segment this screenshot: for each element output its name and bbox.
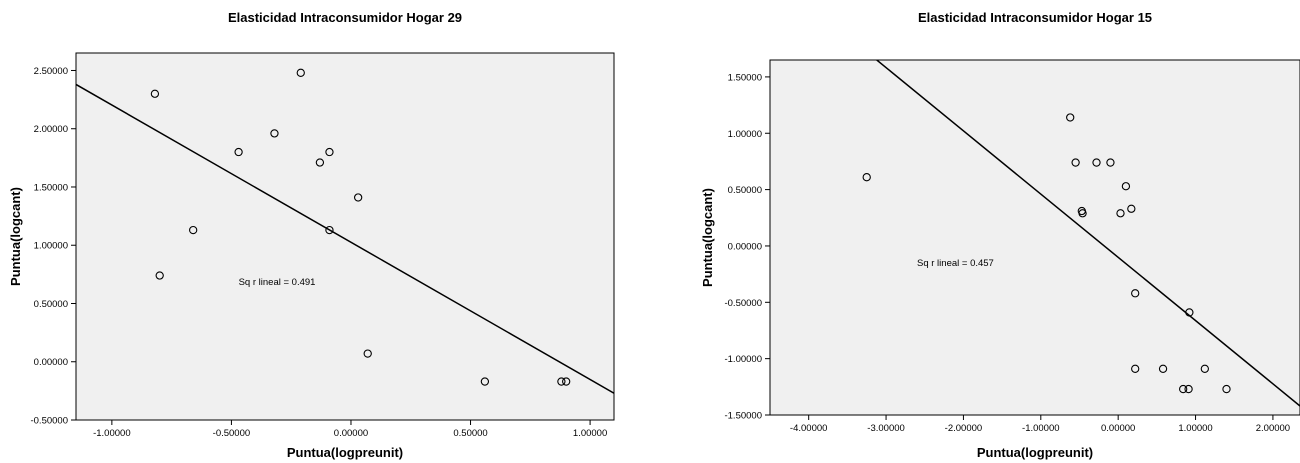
data-point [354,193,363,202]
x-tick-label: -1.00000 [93,428,131,439]
data-point [1179,384,1188,394]
plot-area [75,52,615,421]
y-tick-label: 0.50000 [728,185,762,196]
x-tick-label: 0.00000 [334,428,368,439]
x-tick-label: 1.00000 [573,428,607,439]
data-point [296,68,305,77]
x-tick-label: -4.00000 [790,423,828,434]
y-tick-label: 1.00000 [728,129,762,140]
data-point [325,147,334,157]
data-point [562,377,571,386]
chart-2: Elasticidad Intraconsumidor Hogar 15 -4.0… [700,10,1300,460]
data-point [325,225,334,235]
x-tick-label: -2.00000 [945,423,983,434]
x-tick-label: -1.00000 [1022,423,1060,434]
data-point [1078,209,1087,218]
r-squared-annotation: Sq r lineal = 0.457 [917,258,994,269]
data-point [557,377,566,386]
data-point [155,271,164,280]
x-tick-label: 1.00000 [1178,423,1212,434]
chart-title: Elasticidad Intraconsumidor Hogar 29 [228,10,462,25]
y-tick-label: 1.00000 [34,241,68,252]
data-point [234,147,243,157]
y-axis-label: Puntua(logcant) [8,187,23,286]
data-point [1200,364,1209,373]
data-point [1184,384,1193,394]
data-point [1116,209,1125,218]
y-tick-label: -0.50000 [724,298,762,309]
y-tick-label: 0.00000 [34,357,68,368]
y-tick-label: -1.00000 [724,354,762,365]
x-tick-label: 0.00000 [1101,423,1135,434]
data-point [1121,182,1131,191]
data-point [1066,113,1075,122]
y-tick-label: -1.50000 [724,411,762,422]
x-axis-label: Puntua(logpreunit) [287,445,403,460]
data-point [1222,384,1231,394]
data-point [1131,289,1140,298]
y-axis-label: Puntua(logcant) [700,188,715,287]
x-tick-label: 0.50000 [453,428,487,439]
data-point [1092,158,1101,167]
y-tick-label: 0.50000 [34,299,68,310]
y-tick-label: 2.00000 [34,124,68,135]
y-tick-label: 0.00000 [728,241,762,252]
x-tick-label: -0.50000 [213,428,251,439]
fit-line [876,60,1300,407]
y-tick-label: -0.50000 [30,416,68,427]
data-point [363,349,372,358]
y-tick-label: 1.50000 [34,182,68,193]
plot-area [769,59,1300,416]
data-point [1106,158,1115,167]
data-point [315,158,325,167]
r-squared-annotation: Sq r lineal = 0.491 [239,277,316,288]
x-axis-label: Puntua(logpreunit) [977,445,1093,460]
data-point [1127,204,1136,213]
x-tick-label: 2.00000 [1256,423,1290,434]
y-tick-label: 1.50000 [728,72,762,83]
data-point [480,377,490,386]
data-point [150,89,160,98]
data-point [189,225,198,235]
data-point [1158,364,1168,373]
data-point [1131,364,1140,373]
x-tick-label: -3.00000 [867,423,905,434]
data-point [270,129,279,138]
chart-1: Elasticidad Intraconsumidor Hogar 29 -1.0… [8,10,615,460]
y-tick-label: 2.50000 [34,66,68,77]
data-point [862,173,871,182]
fit-line [76,83,614,394]
chart-title: Elasticidad Intraconsumidor Hogar 15 [918,10,1152,25]
data-point [1071,158,1080,167]
data-point [1185,308,1194,317]
